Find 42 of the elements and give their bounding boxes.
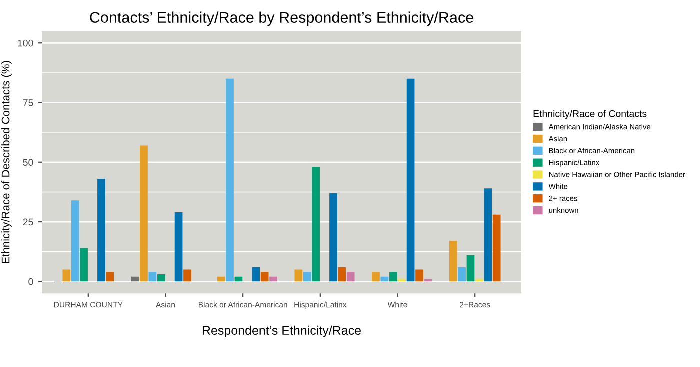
bar xyxy=(338,267,346,282)
bar xyxy=(312,167,320,282)
bar xyxy=(217,276,226,282)
y-tick-label: 100 xyxy=(18,40,34,47)
bar xyxy=(458,267,466,282)
x-axis-title: Respondent’s Ethnicity/Race xyxy=(202,326,361,338)
bar xyxy=(148,272,157,282)
y-axis-title: Ethnicity/Race of Described Contacts (%) xyxy=(2,61,12,264)
y-tick-label: 0 xyxy=(28,278,34,286)
bar xyxy=(252,267,260,282)
bar xyxy=(406,78,415,282)
bar xyxy=(372,272,380,282)
y-tick-label: 75 xyxy=(23,100,34,106)
bar xyxy=(380,276,389,282)
bar xyxy=(80,248,88,282)
bar xyxy=(106,272,114,282)
bar xyxy=(62,270,71,282)
bar xyxy=(416,270,424,282)
bar xyxy=(330,193,338,282)
bar xyxy=(131,276,140,282)
bar xyxy=(260,272,269,282)
bar xyxy=(157,274,166,282)
bar xyxy=(98,179,106,282)
chart-title: Contacts’ Ethnicity/Race by Respondent’s Ethnicity/Race xyxy=(90,12,474,26)
bar xyxy=(234,276,243,282)
bar xyxy=(174,212,183,282)
y-tick-label: 50 xyxy=(23,159,34,166)
bar xyxy=(294,270,303,282)
bar xyxy=(389,272,398,282)
y-tick-label: 25 xyxy=(23,218,34,226)
bar xyxy=(484,188,492,282)
bar xyxy=(184,270,192,282)
bar xyxy=(303,272,312,282)
bar xyxy=(270,276,278,282)
bar xyxy=(226,78,234,282)
bar xyxy=(346,272,355,282)
legend-title: Ethnicity/Race of Contacts xyxy=(534,110,647,120)
bar xyxy=(466,255,475,282)
bar xyxy=(449,241,458,282)
bar xyxy=(140,146,148,282)
bar xyxy=(492,214,501,282)
bar xyxy=(71,200,80,282)
